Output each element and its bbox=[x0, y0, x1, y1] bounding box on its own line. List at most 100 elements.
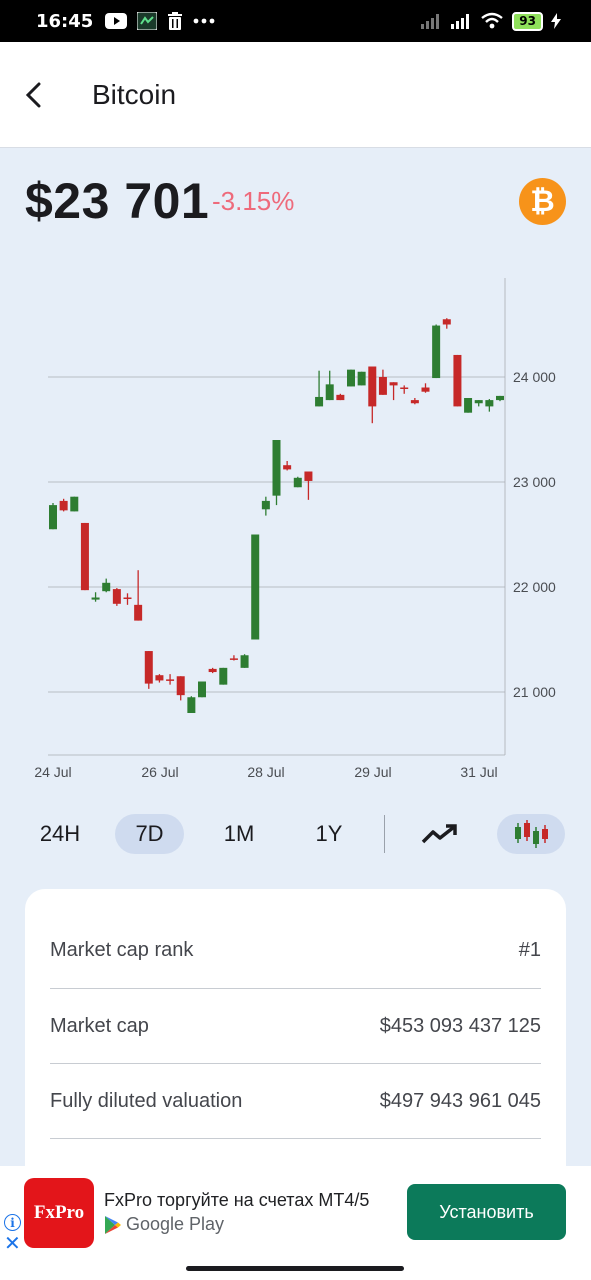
stat-row-market-cap-rank: Market cap rank #1 bbox=[50, 889, 541, 989]
candle-body bbox=[112, 589, 121, 604]
candle-body bbox=[485, 400, 494, 407]
info-icon[interactable]: i bbox=[4, 1214, 21, 1231]
trash-icon bbox=[168, 12, 183, 30]
y-tick-label: 23 000 bbox=[513, 474, 556, 490]
candle-body bbox=[261, 500, 270, 510]
close-icon[interactable]: ✕ bbox=[4, 1233, 21, 1255]
candle-body bbox=[91, 597, 100, 600]
candle-body bbox=[442, 319, 451, 325]
range-24h-button[interactable]: 24H bbox=[39, 821, 81, 846]
candle-body bbox=[378, 377, 387, 395]
page-title: Bitcoin bbox=[92, 78, 177, 110]
x-tick-label: 31 Jul bbox=[460, 764, 497, 780]
candle-body bbox=[357, 371, 366, 386]
stat-label: Market cap rank bbox=[50, 939, 194, 961]
candle-body bbox=[155, 675, 164, 681]
candle-body bbox=[336, 394, 345, 401]
candle-body bbox=[208, 668, 217, 673]
candlestick-chart-icon bbox=[515, 820, 548, 848]
line-chart-button[interactable] bbox=[406, 814, 474, 854]
charging-icon bbox=[551, 13, 561, 29]
battery-icon: 93 bbox=[512, 11, 543, 31]
youtube-icon bbox=[105, 13, 128, 29]
install-button[interactable]: Установить bbox=[407, 1184, 566, 1240]
candle-body bbox=[272, 440, 281, 496]
candle-body bbox=[102, 582, 111, 592]
candle-body bbox=[410, 400, 419, 404]
candle-body bbox=[59, 500, 68, 511]
range-1y-button[interactable]: 1Y bbox=[315, 821, 343, 846]
navigation-bar bbox=[0, 1262, 591, 1280]
candle-body bbox=[123, 597, 132, 599]
range-1m-button[interactable]: 1M bbox=[223, 821, 255, 846]
ad-logo[interactable]: FxPro bbox=[24, 1178, 94, 1248]
candle-body bbox=[187, 697, 196, 713]
stat-value: $497 943 961 045 bbox=[379, 1089, 541, 1112]
candle-body bbox=[240, 655, 249, 668]
stat-row-fully-diluted-valuation: Fully diluted valuation $497 943 961 045 bbox=[50, 1064, 541, 1139]
current-price: $23 701 bbox=[25, 173, 210, 229]
candle-body bbox=[389, 382, 398, 386]
x-tick-label: 24 Jul bbox=[34, 764, 71, 780]
line-chart-icon bbox=[421, 824, 457, 844]
y-tick-label: 21 000 bbox=[513, 684, 556, 700]
candle-body bbox=[176, 676, 185, 696]
candle-body bbox=[293, 477, 302, 488]
candle-body bbox=[368, 366, 377, 407]
x-tick-label: 29 Jul bbox=[354, 764, 391, 780]
back-button[interactable] bbox=[4, 65, 64, 125]
candle-body bbox=[219, 667, 228, 685]
ad-store: Google Play bbox=[104, 1214, 224, 1235]
candle-body bbox=[347, 369, 355, 387]
home-handle[interactable] bbox=[186, 1266, 404, 1271]
range-divider bbox=[384, 815, 385, 853]
candle-body bbox=[70, 496, 79, 512]
google-play-icon bbox=[105, 1215, 121, 1234]
stat-value: $453 093 437 125 bbox=[379, 1014, 541, 1037]
candle-body bbox=[464, 398, 473, 413]
candle-body bbox=[496, 395, 504, 401]
candle-body bbox=[432, 325, 441, 379]
stat-row-market-cap: Market cap $453 093 437 125 bbox=[50, 989, 541, 1064]
candle-body bbox=[166, 679, 175, 681]
ad-store-label: Google Play bbox=[126, 1214, 225, 1234]
more-icon bbox=[193, 18, 215, 24]
range-selector: 24H 7D 1M 1Y bbox=[0, 814, 591, 856]
candle-body bbox=[474, 400, 483, 404]
candlestick-chart[interactable]: 24 000 23 000 22 000 21 000 24 Jul 26 Jul 28 J… bbox=[0, 260, 591, 790]
stats-card: Market cap rank #1 Market cap $453 093 4… bbox=[25, 889, 566, 1189]
candle-body bbox=[251, 534, 260, 640]
app-bar: Bitcoin bbox=[0, 42, 591, 148]
candle-body bbox=[49, 505, 57, 530]
signal-icon bbox=[451, 14, 470, 29]
stat-value: #1 bbox=[518, 939, 541, 961]
candle-body bbox=[315, 396, 324, 407]
candle-body bbox=[229, 658, 238, 660]
candle-body bbox=[421, 387, 430, 392]
signal-icon bbox=[421, 14, 440, 29]
status-bar: 16:45 93 bbox=[0, 0, 591, 42]
price-change: -3.15% bbox=[212, 186, 295, 216]
candle-body bbox=[400, 387, 409, 389]
stat-label: Fully diluted valuation bbox=[50, 1089, 243, 1112]
back-arrow-icon bbox=[25, 82, 41, 107]
bitcoin-icon: ₿ bbox=[519, 178, 566, 225]
candlestick-chart-button[interactable] bbox=[497, 814, 565, 854]
x-tick-label: 28 Jul bbox=[247, 764, 284, 780]
wifi-icon bbox=[481, 12, 504, 29]
candle-body bbox=[80, 522, 89, 591]
app-icon bbox=[137, 12, 158, 30]
status-time: 16:45 bbox=[36, 10, 94, 32]
price-chart[interactable]: 24 000 23 000 22 000 21 000 24 Jul 26 Jul 28 J… bbox=[0, 260, 591, 790]
stat-label: Market cap bbox=[50, 1014, 149, 1037]
range-7d-button[interactable]: 7D bbox=[115, 814, 184, 854]
candle-body bbox=[283, 465, 292, 470]
y-tick-label: 22 000 bbox=[513, 579, 556, 595]
ad-title[interactable]: FxPro торгуйте на счетах MT4/5 bbox=[104, 1190, 370, 1210]
y-tick-label: 24 000 bbox=[513, 369, 556, 385]
x-tick-label: 26 Jul bbox=[141, 764, 178, 780]
candle-body bbox=[198, 681, 206, 698]
candle-body bbox=[144, 651, 153, 684]
candle-body bbox=[325, 384, 334, 401]
ad-banner[interactable]: i ✕ FxPro FxPro торгуйте на счетах MT4/5… bbox=[0, 1166, 591, 1262]
